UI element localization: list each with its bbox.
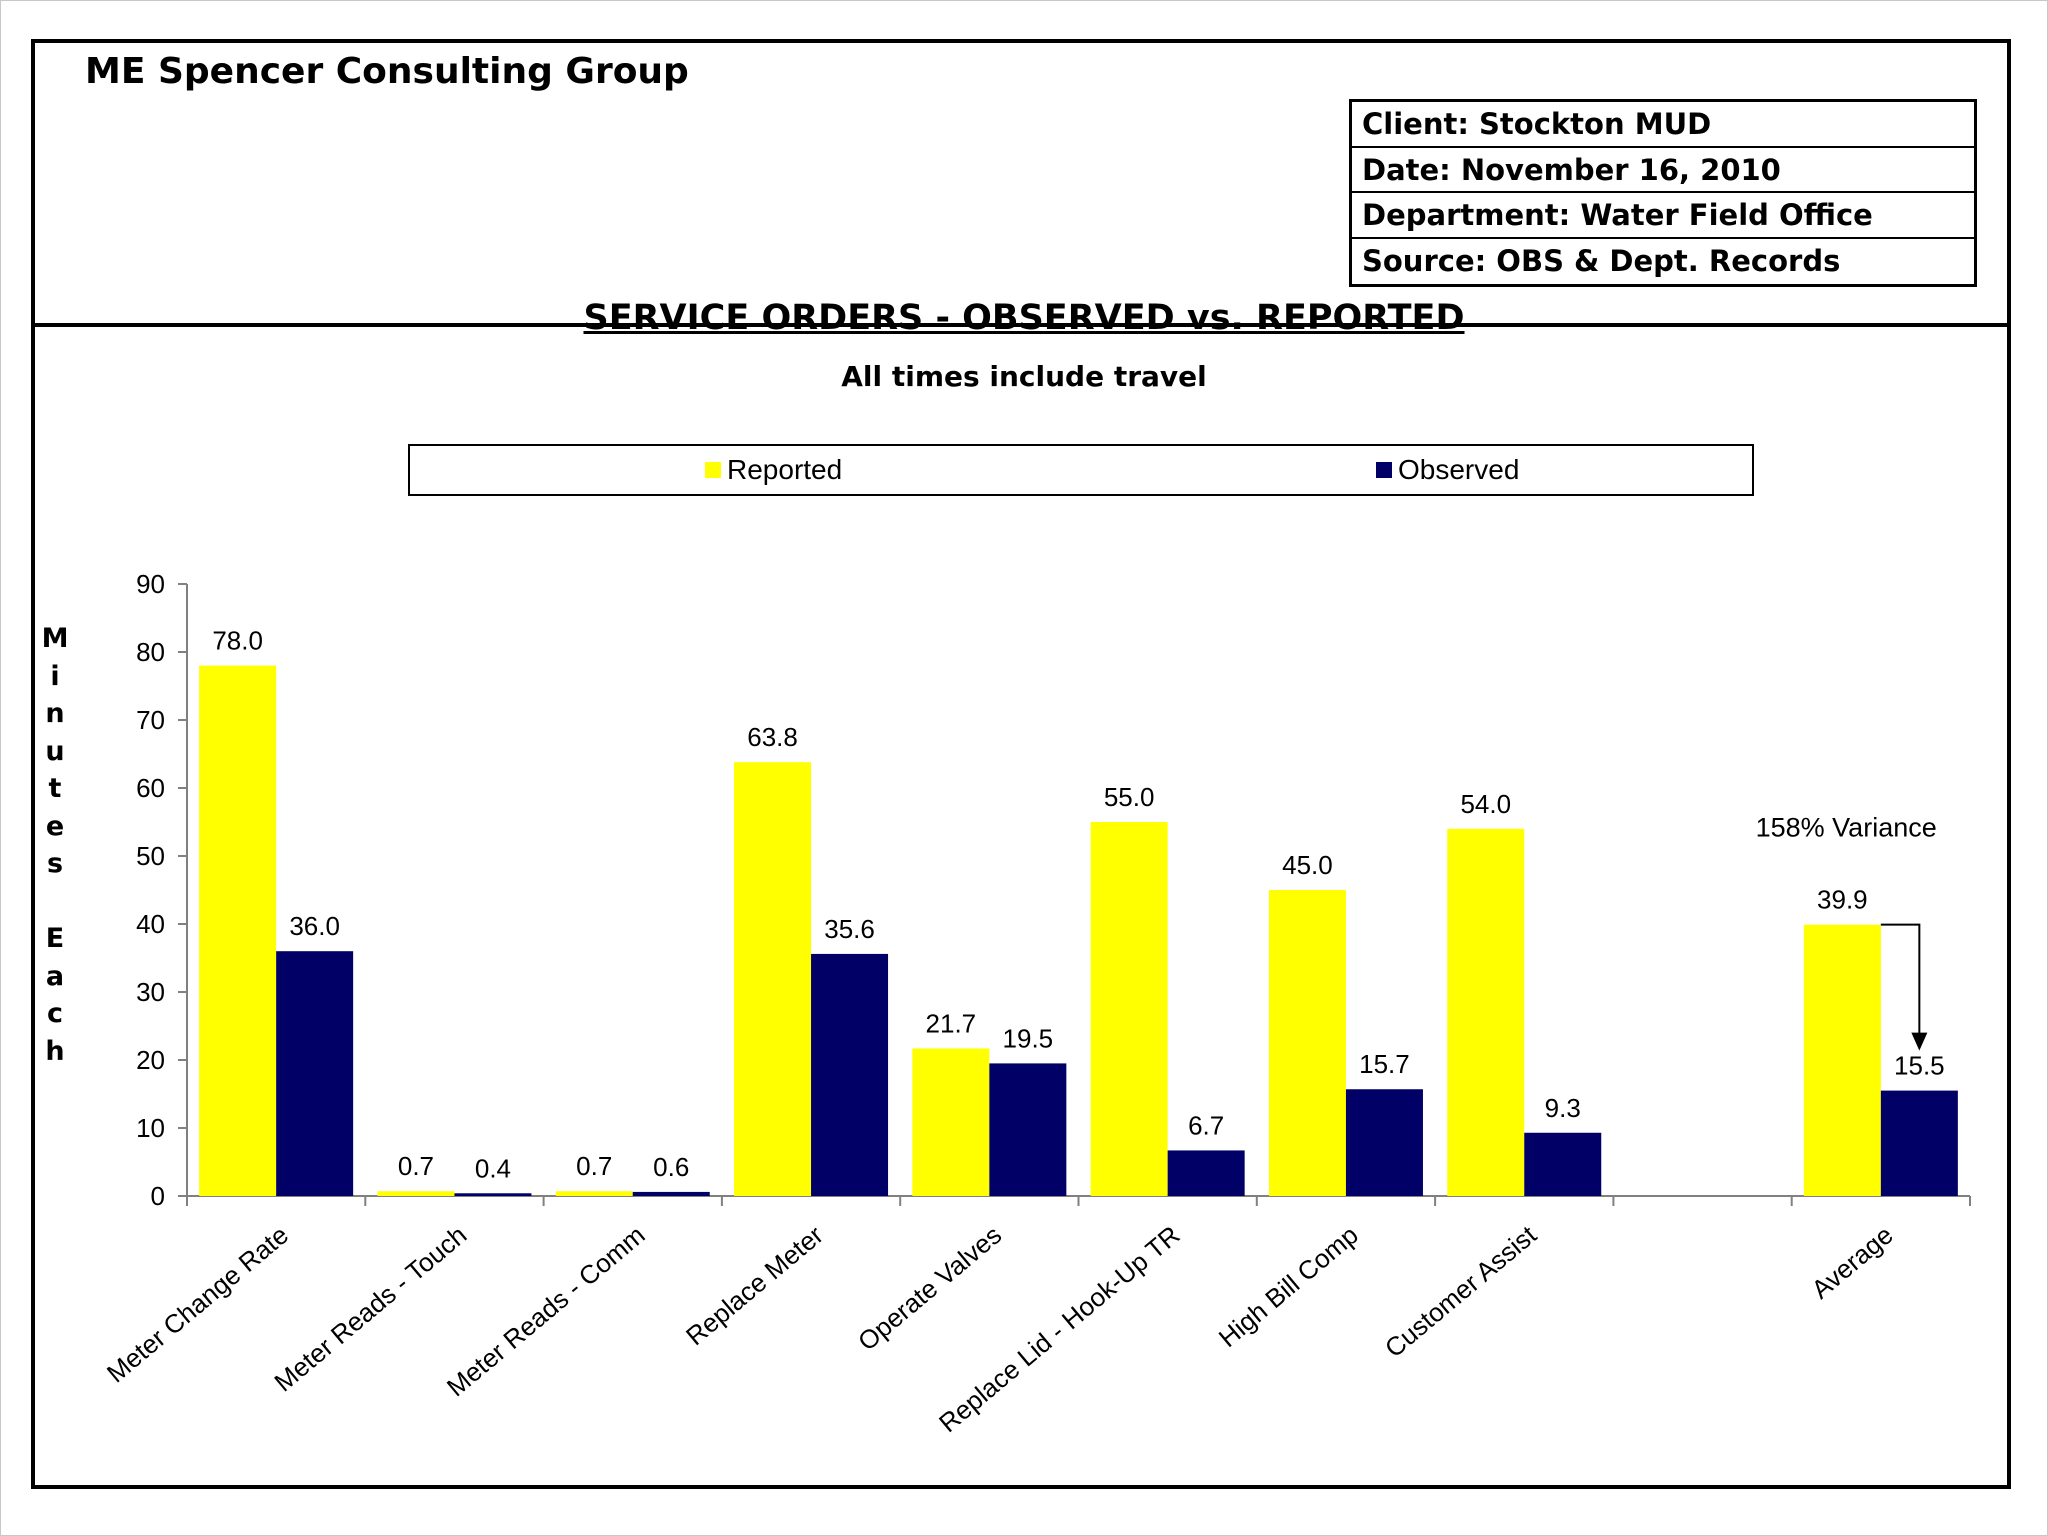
bar-observed	[989, 1063, 1067, 1196]
data-label-observed: 15.5	[1894, 1051, 1945, 1081]
data-label-observed: 36.0	[289, 911, 340, 941]
bar-reported	[912, 1048, 990, 1196]
x-category-label: Meter Change Rate	[101, 1220, 294, 1389]
data-label-observed: 15.7	[1359, 1049, 1410, 1079]
report-frame: ME Spencer Consulting Group Client: Stoc…	[31, 39, 2011, 1489]
y-tick-label: 60	[136, 773, 165, 803]
bar-observed	[1345, 1089, 1423, 1196]
bar-observed	[454, 1193, 532, 1196]
y-axis-label-letter: a	[45, 960, 65, 992]
variance-arrow-line	[1880, 923, 1921, 1035]
y-tick-label: 70	[136, 705, 165, 735]
company-name: ME Spencer Consulting Group	[85, 51, 689, 92]
chart-legend: Reported Observed	[408, 444, 1754, 496]
bar-reported	[199, 665, 277, 1196]
y-axis-label-letter: M	[41, 623, 69, 654]
y-axis-label-letter: i	[50, 660, 60, 692]
data-label-reported: 78.0	[212, 626, 263, 656]
legend-swatch-observed	[1376, 461, 1392, 478]
data-label-observed: 35.6	[824, 914, 875, 944]
data-label-reported: 21.7	[926, 1008, 977, 1038]
y-axis-label-letter: c	[46, 998, 63, 1029]
bar-observed	[632, 1191, 710, 1196]
data-label-reported: 45.0	[1282, 850, 1333, 880]
y-tick-label: 20	[136, 1045, 165, 1075]
y-axis-label-letter: u	[45, 735, 65, 767]
y-tick-label: 30	[136, 977, 165, 1007]
y-axis-label-letter: s	[46, 848, 64, 879]
bar-reported	[734, 762, 812, 1196]
bar-reported	[1803, 924, 1881, 1196]
bar-observed	[811, 953, 889, 1196]
x-category-label: Customer Assist	[1379, 1219, 1543, 1363]
y-tick-label: 10	[136, 1113, 165, 1143]
y-tick-label: 50	[136, 841, 165, 871]
bar-reported	[555, 1191, 633, 1196]
bar-reported	[1268, 890, 1346, 1196]
x-category-label: Meter Reads - Touch	[269, 1220, 473, 1398]
client-row: Client: Stockton MUD	[1352, 102, 1974, 148]
y-axis-label-letter: t	[48, 773, 62, 804]
y-axis-label-letter: e	[45, 810, 65, 842]
bar-reported	[1447, 828, 1525, 1196]
y-tick-label: 80	[136, 637, 165, 667]
variance-arrow-head	[1911, 1032, 1928, 1051]
y-axis-label-letter: n	[45, 698, 65, 729]
bar-observed	[1524, 1132, 1602, 1196]
bar-observed	[1880, 1090, 1958, 1196]
data-label-reported: 55.0	[1104, 782, 1155, 812]
y-tick-label: 40	[136, 909, 165, 939]
y-axis-label-letter: h	[45, 1035, 65, 1067]
variance-annotation: 158% Variance	[1756, 813, 1937, 843]
data-label-observed: 9.3	[1545, 1093, 1581, 1123]
info-box: Client: Stockton MUD Date: November 16, …	[1349, 99, 1977, 287]
chart-title: SERVICE ORDERS - OBSERVED vs. REPORTED	[583, 298, 1465, 338]
x-category-label: Replace Meter	[680, 1219, 829, 1351]
data-label-observed: 0.4	[475, 1153, 511, 1183]
source-row: Source: OBS & Dept. Records	[1362, 243, 1841, 278]
bar-observed	[1167, 1150, 1245, 1196]
bar-reported	[1090, 822, 1168, 1196]
x-category-label: Operate Valves	[852, 1220, 1007, 1357]
data-label-reported: 0.7	[398, 1151, 434, 1181]
department-row: Department: Water Field Office	[1352, 193, 1974, 239]
data-label-observed: 0.6	[653, 1152, 689, 1182]
header-divider	[35, 323, 2007, 327]
legend-swatch-reported	[705, 461, 721, 478]
y-tick-label: 0	[151, 1181, 165, 1211]
x-category-label: Meter Reads - Comm	[441, 1220, 651, 1403]
legend-item-reported: Reported	[705, 446, 842, 494]
bar-reported	[377, 1191, 455, 1196]
data-label-observed: 19.5	[1003, 1023, 1054, 1053]
x-category-label: Average	[1806, 1220, 1899, 1305]
legend-label-observed: Observed	[1398, 454, 1520, 485]
data-label-reported: 63.8	[747, 722, 798, 752]
bar-observed	[276, 951, 354, 1196]
data-label-reported: 0.7	[576, 1151, 612, 1181]
y-tick-label: 90	[136, 569, 165, 599]
date-row: Date: November 16, 2010	[1352, 148, 1974, 193]
legend-label-reported: Reported	[727, 454, 843, 485]
y-axis-label-letter: E	[45, 923, 65, 954]
data-label-observed: 6.7	[1188, 1110, 1224, 1140]
data-label-reported: 39.9	[1817, 885, 1868, 915]
chart-subtitle: All times include travel	[841, 360, 1207, 393]
x-category-label: High Bill Comp	[1213, 1220, 1364, 1354]
data-label-reported: 54.0	[1460, 789, 1511, 819]
legend-item-observed: Observed	[1376, 446, 1519, 494]
